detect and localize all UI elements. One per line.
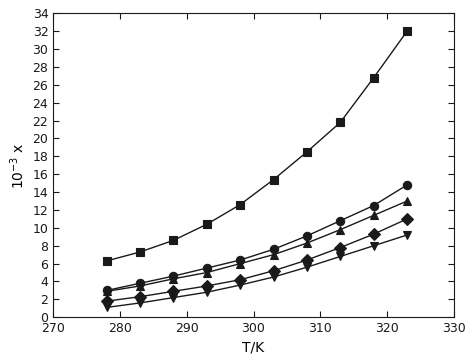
X-axis label: T/K: T/K	[242, 340, 264, 355]
Y-axis label: 10$^{-3}$ x: 10$^{-3}$ x	[9, 142, 27, 189]
